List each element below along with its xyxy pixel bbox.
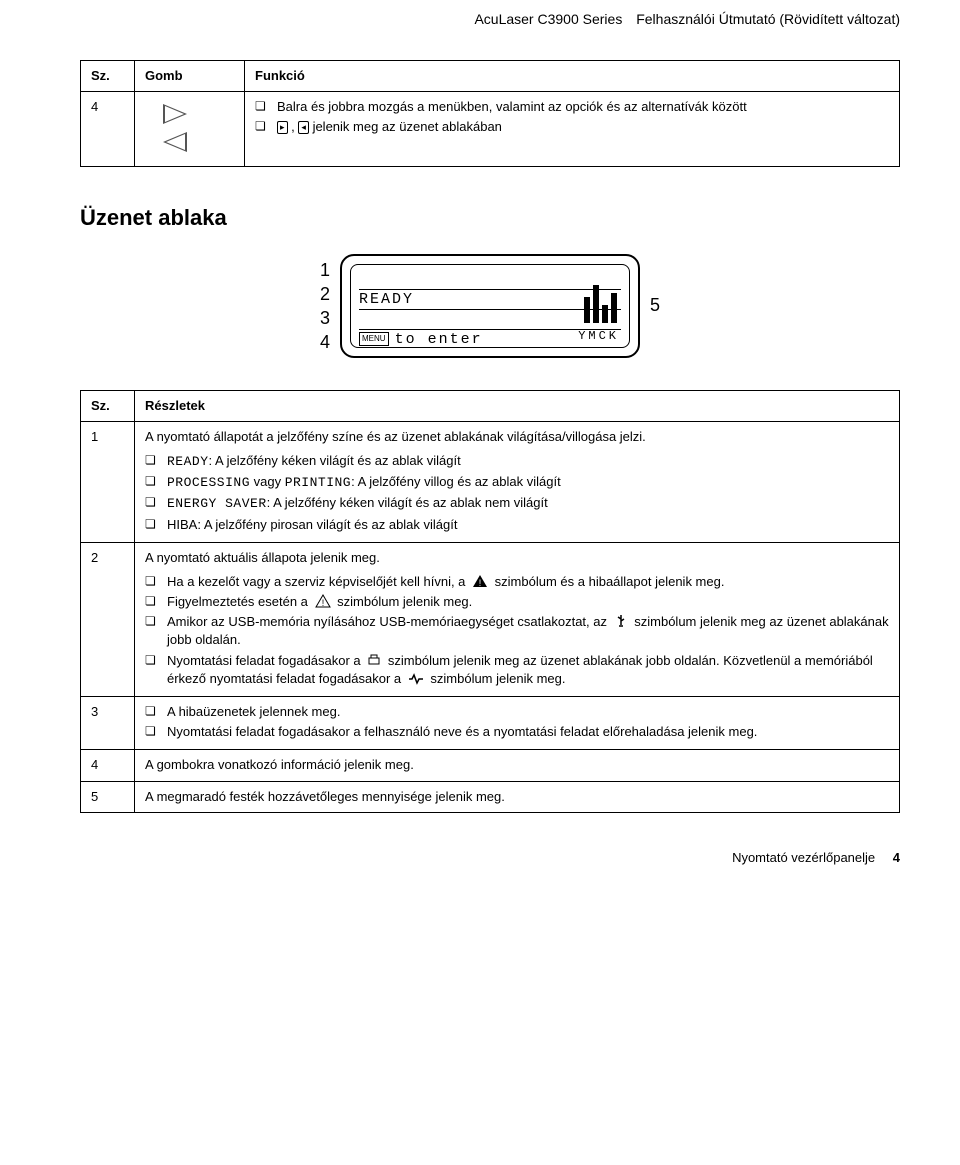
col-header-gomb: Gomb bbox=[135, 60, 245, 91]
col-header-funkcio: Funkció bbox=[245, 60, 900, 91]
lcd-left-labels: 1 2 3 4 bbox=[320, 258, 330, 354]
section-title: Üzenet ablaka bbox=[80, 203, 900, 234]
button-function-table: Sz. Gomb Funkció 4 Balra és jobbra mozgá… bbox=[80, 60, 900, 167]
table-row: 1 A nyomtató állapotát a jelzőfény színe… bbox=[81, 421, 900, 542]
lcd-diagram: 1 2 3 4 READY MENU to enter YMCK 5 bbox=[80, 254, 900, 358]
lcd-right-label: 5 bbox=[650, 293, 660, 318]
svg-text:!: ! bbox=[479, 578, 482, 588]
funkcio-cell: Balra és jobbra mozgás a menükben, valam… bbox=[245, 91, 900, 166]
col-header-sz: Sz. bbox=[81, 390, 135, 421]
row-num: 4 bbox=[81, 91, 135, 166]
lcd-ready-line: READY bbox=[359, 289, 621, 309]
doc-title: Felhasználói Útmutató (Rövidített változ… bbox=[636, 11, 900, 27]
table-row: 3 A hibaüzenetek jelennek meg. Nyomtatás… bbox=[81, 697, 900, 750]
svg-text:!: ! bbox=[321, 598, 324, 608]
warning-outline-icon: ! bbox=[315, 594, 331, 608]
page-number: 4 bbox=[893, 850, 900, 865]
col-header-sz: Sz. bbox=[81, 60, 135, 91]
table-row: 2 A nyomtató aktuális állapota jelenik m… bbox=[81, 542, 900, 696]
triangle-left-icon bbox=[163, 132, 187, 152]
menu-icon: MENU bbox=[359, 332, 389, 345]
bullet-item: ▸ , ◂ jelenik meg az üzenet ablakában bbox=[255, 118, 889, 136]
triangle-right-icon bbox=[163, 104, 187, 124]
col-header-reszletek: Részletek bbox=[135, 390, 900, 421]
page-header: AcuLaser C3900 Series Felhasználói Útmut… bbox=[80, 10, 900, 30]
details-table: Sz. Részletek 1 A nyomtató állapotát a j… bbox=[80, 390, 900, 813]
pulse-icon bbox=[408, 673, 424, 685]
warning-solid-icon: ! bbox=[472, 574, 488, 588]
left-key-icon: ◂ bbox=[298, 121, 309, 134]
page-footer: Nyomtató vezérlőpanelje 4 bbox=[80, 849, 900, 867]
bullet-item: Balra és jobbra mozgás a menükben, valam… bbox=[255, 98, 889, 116]
lcd-frame: READY MENU to enter YMCK bbox=[340, 254, 640, 358]
ymck-label: YMCK bbox=[578, 328, 619, 345]
toner-bars-icon bbox=[584, 283, 617, 323]
table-row: 4 Balra és jobbra mozgás a menükben, val… bbox=[81, 91, 900, 166]
table-row: 5 A megmaradó festék hozzávetőleges menn… bbox=[81, 781, 900, 812]
printer-icon bbox=[367, 653, 381, 667]
right-key-icon: ▸ bbox=[277, 121, 288, 134]
gomb-cell bbox=[135, 91, 245, 166]
usb-icon bbox=[614, 614, 628, 628]
product-name: AcuLaser C3900 Series bbox=[474, 11, 622, 27]
table-row: 4 A gombokra vonatkozó információ jeleni… bbox=[81, 750, 900, 781]
